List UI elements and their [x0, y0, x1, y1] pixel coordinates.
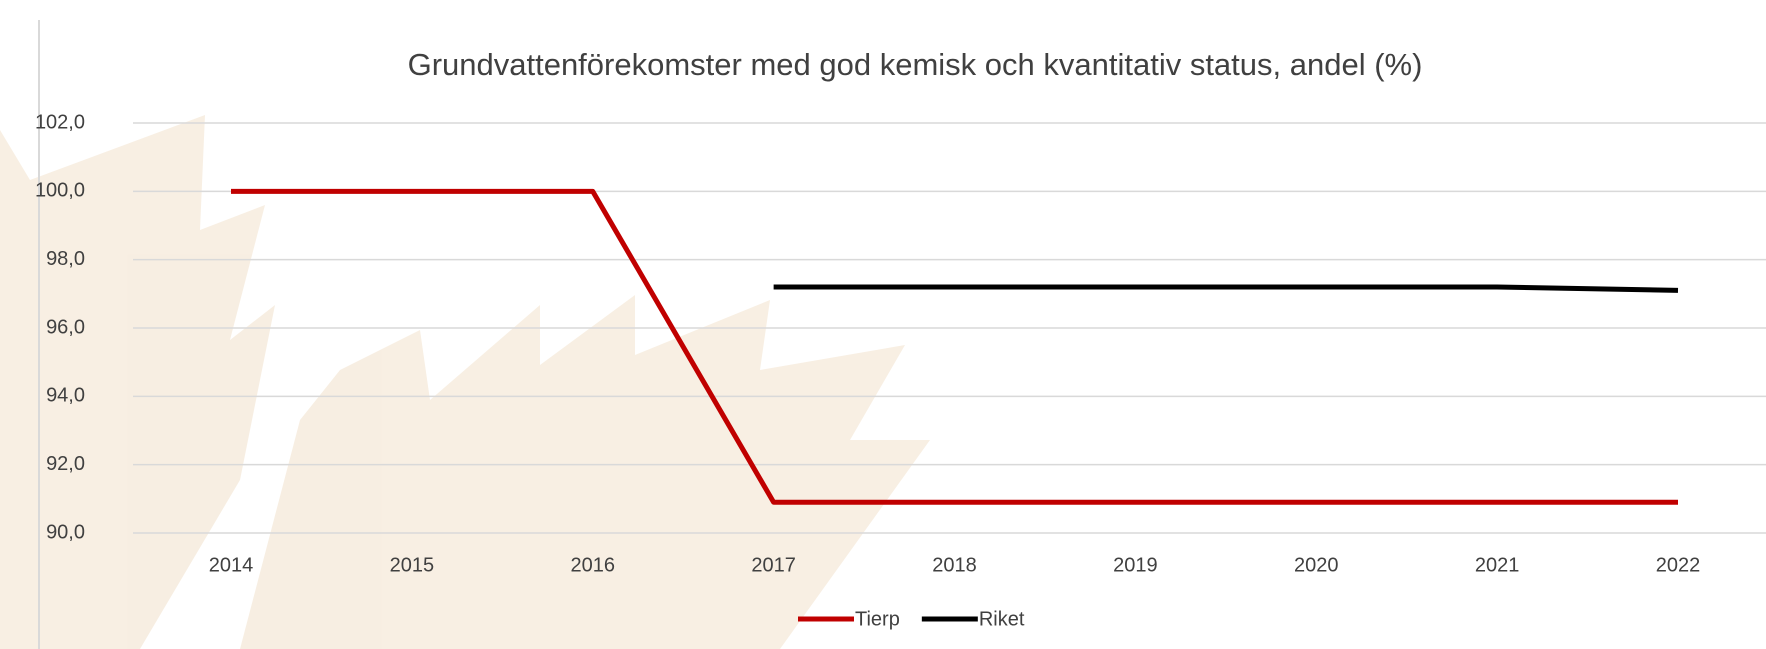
y-tick-label: 90,0 — [46, 521, 85, 543]
x-tick-label: 2021 — [1475, 554, 1520, 576]
x-tick-label: 2019 — [1113, 554, 1158, 576]
y-tick-label: 100,0 — [35, 180, 85, 202]
legend-label: Tierp — [855, 608, 900, 630]
x-tick-label: 2015 — [390, 554, 435, 576]
x-tick-label: 2017 — [751, 554, 796, 576]
y-tick-label: 92,0 — [46, 453, 85, 475]
x-tick-label: 2018 — [932, 554, 977, 576]
y-tick-label: 102,0 — [35, 111, 85, 133]
chart-title: Grundvattenförekomster med god kemisk oc… — [408, 47, 1423, 82]
x-tick-label: 2020 — [1294, 554, 1339, 576]
series-line — [231, 188, 1678, 505]
background-decoration — [0, 115, 930, 649]
x-tick-label: 2016 — [571, 554, 616, 576]
x-tick-label: 2014 — [209, 554, 254, 576]
y-tick-label: 96,0 — [46, 316, 85, 338]
y-tick-label: 98,0 — [46, 248, 85, 270]
y-tick-label: 94,0 — [46, 385, 85, 407]
legend-label: Riket — [979, 608, 1025, 630]
series-line — [773, 284, 1679, 293]
x-tick-label: 2022 — [1656, 554, 1701, 576]
